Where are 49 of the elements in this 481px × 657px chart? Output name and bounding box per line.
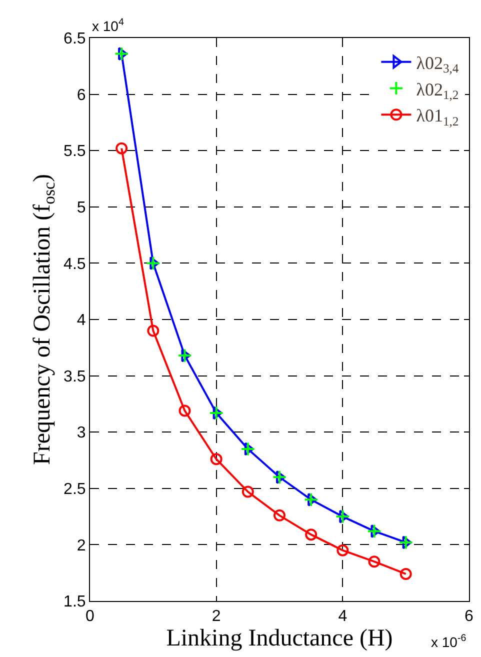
y-tick-label: 5 <box>76 200 86 216</box>
y-tick-label: 5.5 <box>64 143 86 160</box>
y-tick-label: 3 <box>76 424 86 442</box>
legend-label: λ02$_{3,4}$ <box>416 52 460 76</box>
point <box>212 406 222 420</box>
x-tick-label: 2 <box>212 608 221 626</box>
point <box>181 348 191 362</box>
y-tick-label: 2 <box>76 537 86 554</box>
point <box>368 556 380 568</box>
point <box>308 492 318 506</box>
x-axis-title: Linking Inductance (H) <box>166 626 393 652</box>
x-tick-label: 4 <box>338 608 348 626</box>
point <box>114 46 129 62</box>
y-tick-label: 3.5 <box>64 368 86 386</box>
point <box>370 524 380 538</box>
point <box>150 256 160 270</box>
point <box>402 536 412 550</box>
y-tick-label: 6.5 <box>64 30 86 48</box>
point <box>244 442 254 456</box>
point <box>400 568 412 580</box>
point <box>398 535 414 550</box>
point <box>210 453 222 466</box>
y-tick-label: 6 <box>76 86 86 104</box>
y-tick-label: 1.5 <box>64 594 86 611</box>
point <box>274 509 286 522</box>
point <box>305 528 318 541</box>
point <box>304 492 318 507</box>
point <box>242 486 254 498</box>
y-tick-label: 2.5 <box>64 481 86 498</box>
point <box>178 404 191 417</box>
point <box>272 470 287 484</box>
point <box>116 142 128 154</box>
point <box>335 509 350 524</box>
text: x 10$^{4}$ <box>92 17 124 34</box>
point <box>336 544 349 556</box>
x-tick-label: 6 <box>464 608 474 626</box>
y-tick-label: 4 <box>76 312 86 330</box>
point <box>147 324 160 337</box>
point <box>177 348 192 363</box>
point <box>146 256 160 270</box>
point <box>339 510 349 524</box>
text: x 10$^{-6}$ <box>431 633 467 650</box>
point <box>366 524 382 538</box>
legend-label: λ01$_{1,2}$ <box>416 106 459 128</box>
point <box>240 442 256 456</box>
point <box>209 406 224 420</box>
y-tick-label: 4.5 <box>64 256 86 273</box>
x-tick-label: 0 <box>86 608 95 626</box>
legend-label: λ02$_{1,2}$ <box>416 79 459 102</box>
